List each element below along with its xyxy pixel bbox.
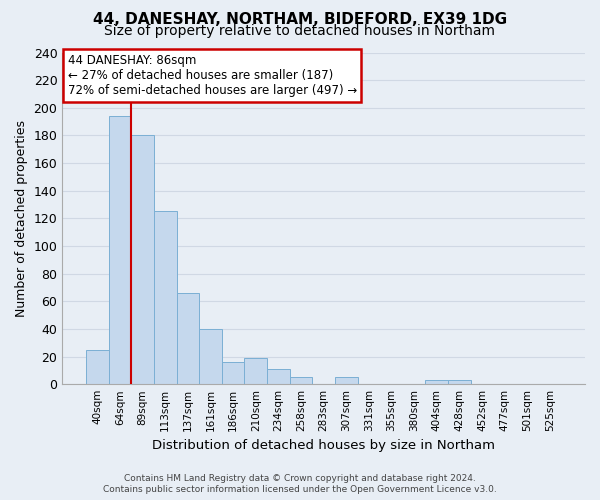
- Bar: [448, 380, 471, 384]
- Text: Contains HM Land Registry data © Crown copyright and database right 2024.
Contai: Contains HM Land Registry data © Crown c…: [103, 474, 497, 494]
- Bar: [267, 369, 290, 384]
- Bar: [425, 380, 448, 384]
- Text: Size of property relative to detached houses in Northam: Size of property relative to detached ho…: [104, 24, 496, 38]
- Bar: [222, 362, 244, 384]
- Text: 44, DANESHAY, NORTHAM, BIDEFORD, EX39 1DG: 44, DANESHAY, NORTHAM, BIDEFORD, EX39 1D…: [93, 12, 507, 28]
- Text: 44 DANESHAY: 86sqm
← 27% of detached houses are smaller (187)
72% of semi-detach: 44 DANESHAY: 86sqm ← 27% of detached hou…: [68, 54, 357, 97]
- Bar: [131, 136, 154, 384]
- Bar: [244, 358, 267, 384]
- Bar: [335, 378, 358, 384]
- Bar: [86, 350, 109, 384]
- Bar: [199, 329, 222, 384]
- Bar: [176, 293, 199, 384]
- Bar: [290, 378, 313, 384]
- Y-axis label: Number of detached properties: Number of detached properties: [15, 120, 28, 317]
- Bar: [109, 116, 131, 384]
- X-axis label: Distribution of detached houses by size in Northam: Distribution of detached houses by size …: [152, 440, 495, 452]
- Bar: [154, 212, 176, 384]
